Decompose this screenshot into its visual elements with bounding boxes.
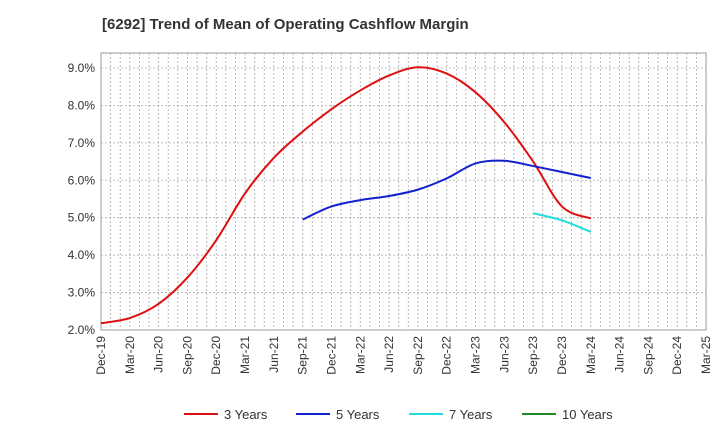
series-line-5-years xyxy=(302,159,591,221)
y-tick-label: 6.0% xyxy=(68,173,96,187)
x-tick-label: Dec-21 xyxy=(324,336,338,375)
x-tick-label: Sep-21 xyxy=(296,336,310,375)
x-axis: Dec-19 Mar-20 Jun-20 Sep-20 Dec-20 Mar-21 Jun-… xyxy=(94,336,713,375)
x-tick-label: Jun-20 xyxy=(152,336,166,373)
y-tick-label: 5.0% xyxy=(68,211,96,225)
x-tick-label: Dec-20 xyxy=(209,336,223,375)
y-tick-label: 4.0% xyxy=(68,248,96,262)
x-tick-label: Jun-24 xyxy=(613,336,627,373)
legend-label-7-years: 7 Years xyxy=(449,407,493,422)
x-tick-label: Mar-22 xyxy=(353,336,367,374)
x-tick-label: Sep-22 xyxy=(411,336,425,375)
y-tick-label: 2.0% xyxy=(68,323,96,337)
legend-label-3-years: 3 Years xyxy=(224,407,268,422)
x-tick-label: Dec-19 xyxy=(94,336,108,375)
y-tick-label: 3.0% xyxy=(68,286,96,300)
x-tick-label: Dec-24 xyxy=(670,336,684,375)
x-tick-label: Jun-23 xyxy=(497,336,511,373)
x-tick-label: Mar-25 xyxy=(699,336,713,374)
x-tick-label: Jun-21 xyxy=(267,336,281,373)
series-lines xyxy=(100,66,592,325)
legend-label-5-years: 5 Years xyxy=(336,407,380,422)
y-tick-label: 7.0% xyxy=(68,136,96,150)
x-tick-label: Sep-24 xyxy=(641,336,655,375)
y-tick-label: 9.0% xyxy=(68,61,96,75)
grid xyxy=(101,53,706,331)
x-tick-label: Mar-21 xyxy=(238,336,252,374)
x-tick-label: Sep-20 xyxy=(180,336,194,375)
x-tick-label: Dec-22 xyxy=(440,336,454,375)
x-tick-label: Mar-24 xyxy=(584,336,598,374)
x-tick-label: Mar-23 xyxy=(469,336,483,374)
plot-area xyxy=(100,52,707,331)
x-tick-label: Sep-23 xyxy=(526,336,540,375)
series-line-7-years xyxy=(532,212,592,233)
legend: 3 Years 5 Years 7 Years 10 Years xyxy=(184,407,613,422)
legend-label-10-years: 10 Years xyxy=(562,407,613,422)
y-axis: 2.0% 3.0% 4.0% 5.0% 6.0% 7.0% 8.0% 9.0% xyxy=(68,61,96,337)
chart-title: [6292] Trend of Mean of Operating Cashfl… xyxy=(102,16,469,33)
series-line-3-years xyxy=(100,66,592,325)
x-tick-label: Mar-20 xyxy=(123,336,137,374)
y-tick-label: 8.0% xyxy=(68,98,96,112)
x-tick-label: Dec-23 xyxy=(555,336,569,375)
x-tick-label: Jun-22 xyxy=(382,336,396,373)
